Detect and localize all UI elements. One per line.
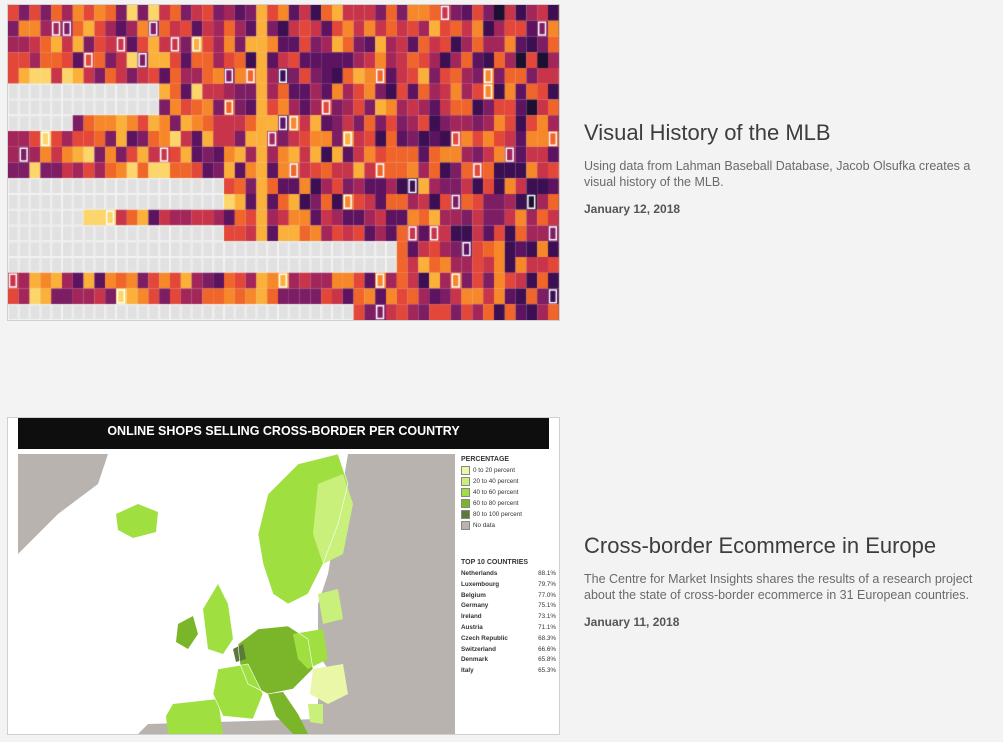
legend-swatch: [461, 499, 470, 508]
map-country-netherlands: [233, 644, 246, 662]
map-region-east: [318, 454, 455, 734]
map-region-southeast: [318, 684, 455, 734]
top10-row: Luxembourg 79.7%: [461, 581, 556, 592]
top10-country: Netherlands: [461, 570, 498, 577]
legend-item: 40 to 60 percent: [461, 487, 556, 498]
map-header: ONLINE SHOPS SELLING CROSS-BORDER PER CO…: [18, 418, 549, 449]
top10-row: Germany 75.1%: [461, 602, 556, 613]
top10-row: Ireland 73.1%: [461, 613, 556, 624]
map-country-greece: [308, 704, 323, 724]
mlb-thumbnail[interactable]: [7, 4, 560, 321]
top10-row: Czech Republic 68.3%: [461, 635, 556, 646]
map-country-balkans: [310, 664, 348, 704]
article-date-mlb: January 12, 2018: [584, 202, 681, 216]
article-description-mlb: Using data from Lahman Baseball Database…: [584, 159, 971, 189]
top10-country: Czech Republic: [461, 634, 508, 642]
top10-row: Denmark 65.8%: [461, 656, 556, 667]
legend-swatch: [461, 510, 470, 519]
article-ecommerce: Cross-border Ecommerce in Europe The Cen…: [584, 531, 999, 629]
legend-item: 60 to 80 percent: [461, 498, 556, 509]
map-country-italy: [268, 692, 308, 734]
article-description-ecommerce: The Centre for Market Insights shares th…: [584, 572, 973, 602]
top10-country: Italy: [461, 667, 474, 675]
top10-value: 75.1%: [538, 602, 556, 610]
top10-value: 65.3%: [538, 667, 556, 675]
top10-country: Belgium: [461, 591, 486, 599]
map-country-germany-region: [238, 626, 313, 694]
article-date-ecommerce: January 11, 2018: [584, 615, 680, 629]
map-country-poland: [293, 629, 328, 669]
top10-value: 77.0%: [538, 591, 556, 599]
top10-value: 68.3%: [538, 634, 556, 642]
map-legend: PERCENTAGE 0 to 20 percent 20 to 40 perc…: [461, 456, 556, 678]
top10-row: Austria 71.1%: [461, 624, 556, 635]
ecommerce-thumbnail[interactable]: ONLINE SHOPS SELLING CROSS-BORDER PER CO…: [7, 417, 560, 735]
top10-value: 66.6%: [538, 645, 556, 653]
legend-item: No data: [461, 520, 556, 531]
legend-swatch: [461, 488, 470, 497]
top10-country: Ireland: [461, 613, 482, 621]
map-country-france: [213, 664, 263, 719]
top10-title: TOP 10 COUNTRIES: [461, 559, 529, 566]
top10-country: Austria: [461, 623, 483, 631]
legend-label: 40 to 60 percent: [473, 489, 519, 496]
top10-value: 71.1%: [538, 623, 556, 631]
article-mlb: Visual History of the MLB Using data fro…: [584, 118, 999, 216]
map-country-iceland: [116, 504, 158, 538]
legend-label: 0 to 20 percent: [473, 467, 516, 474]
legend-title: PERCENTAGE: [461, 456, 510, 463]
legend-label: 80 to 100 percent: [473, 511, 523, 518]
top10-row: Switzerland 66.6%: [461, 646, 556, 657]
map-country-iberia: [166, 699, 223, 734]
article-title-ecommerce[interactable]: Cross-border Ecommerce in Europe: [584, 533, 937, 558]
top10-country: Germany: [461, 602, 489, 610]
map-country-baltics: [318, 589, 343, 624]
top10-value: 79.7%: [538, 580, 556, 588]
legend-label: 20 to 40 percent: [473, 478, 519, 485]
top10-row: Belgium 77.0%: [461, 592, 556, 603]
legend-label: 60 to 80 percent: [473, 500, 519, 507]
article-title-mlb[interactable]: Visual History of the MLB: [584, 120, 831, 145]
legend-swatch: [461, 477, 470, 486]
legend-item: 80 to 100 percent: [461, 509, 556, 520]
map-country-uk: [203, 584, 233, 654]
top10-value: 73.1%: [538, 613, 556, 621]
top10-row: Netherlands 88.1%: [461, 570, 556, 581]
top10-country: Switzerland: [461, 645, 496, 653]
legend-label: No data: [473, 522, 496, 529]
top10-value: 88.1%: [538, 570, 556, 577]
legend-item: 0 to 20 percent: [461, 465, 556, 476]
map-country-finland: [313, 474, 353, 564]
top10-value: 65.8%: [538, 656, 556, 664]
legend-swatch: [461, 466, 470, 475]
map-region-northwest: [18, 454, 108, 554]
legend-swatch: [461, 521, 470, 530]
top10-country: Luxembourg: [461, 580, 500, 588]
legend-item: 20 to 40 percent: [461, 476, 556, 487]
map-country-ireland: [176, 616, 198, 649]
europe-map: [18, 454, 455, 734]
top10-country: Denmark: [461, 656, 488, 664]
europe-map-image: ONLINE SHOPS SELLING CROSS-BORDER PER CO…: [8, 418, 559, 734]
mlb-heatmap-image: [8, 5, 559, 320]
top10-row: Italy 65.3%: [461, 667, 556, 678]
